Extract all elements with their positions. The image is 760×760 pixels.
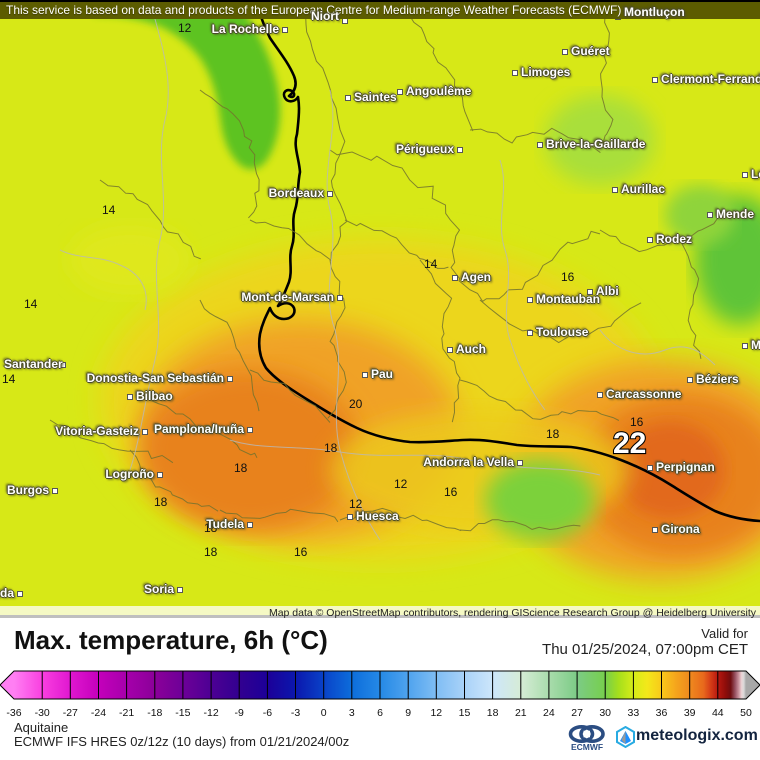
svg-text:0: 0 [321, 707, 327, 719]
svg-text:-15: -15 [175, 707, 190, 719]
svg-text:33: 33 [628, 707, 640, 719]
svg-text:6: 6 [377, 707, 383, 719]
svg-text:9: 9 [405, 707, 411, 719]
svg-text:-27: -27 [63, 707, 78, 719]
svg-text:-6: -6 [263, 707, 272, 719]
svg-text:-12: -12 [204, 707, 219, 719]
svg-text:-21: -21 [119, 707, 134, 719]
svg-text:-9: -9 [235, 707, 244, 719]
svg-text:39: 39 [684, 707, 696, 719]
svg-text:24: 24 [543, 707, 555, 719]
svg-text:36: 36 [656, 707, 668, 719]
svg-text:-30: -30 [35, 707, 50, 719]
svg-text:18: 18 [487, 707, 499, 719]
svg-text:30: 30 [599, 707, 611, 719]
svg-text:-18: -18 [147, 707, 162, 719]
svg-text:3: 3 [349, 707, 355, 719]
svg-text:-3: -3 [291, 707, 300, 719]
svg-text:15: 15 [459, 707, 471, 719]
svg-text:-36: -36 [6, 707, 21, 719]
svg-text:-24: -24 [91, 707, 106, 719]
svg-text:50: 50 [740, 707, 752, 719]
svg-text:27: 27 [571, 707, 583, 719]
svg-text:12: 12 [430, 707, 442, 719]
svg-text:ECMWF: ECMWF [571, 742, 603, 752]
svg-text:44: 44 [712, 707, 724, 719]
svg-text:21: 21 [515, 707, 527, 719]
